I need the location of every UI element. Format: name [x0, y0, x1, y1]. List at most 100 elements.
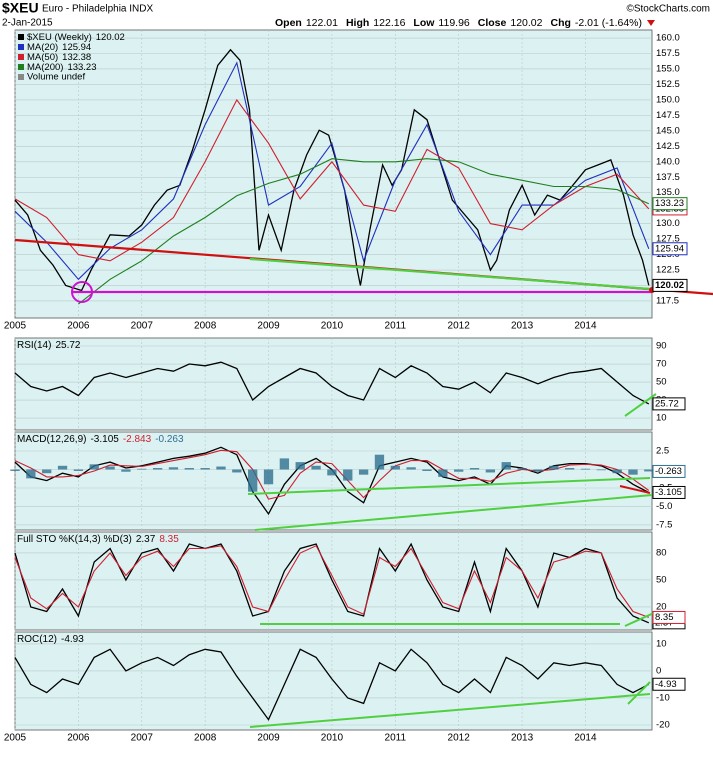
- panel-title-value: 25.72: [55, 340, 80, 351]
- legend-value: 125.94: [62, 42, 91, 53]
- quote: Open 122.01 High 122.16 Low 119.96 Close 120.02…: [275, 17, 642, 29]
- series-line: [14, 98, 650, 262]
- legend-swatch: [18, 44, 24, 50]
- y-tick-label: 145.0: [656, 125, 680, 136]
- series-line: [14, 361, 650, 405]
- quote-label: Chg: [550, 17, 570, 29]
- legend-value: 120.02: [96, 32, 125, 43]
- value-box: [652, 242, 688, 256]
- instrument-name: Euro - Philadelphia INDX: [42, 4, 153, 15]
- y-tick-label: -7.5: [656, 519, 672, 530]
- histogram-bar: [10, 469, 20, 471]
- series-line: [14, 61, 650, 281]
- quote-value: -2.01 (-1.64%): [575, 17, 642, 29]
- histogram-bar: [533, 469, 543, 472]
- histogram-bar: [343, 469, 353, 481]
- panel: [14, 431, 653, 531]
- x-tick-label: 2007: [131, 321, 154, 332]
- series-line: [14, 545, 649, 618]
- value-box: [652, 677, 686, 691]
- value-box-label: 25.72: [655, 398, 679, 409]
- series-line: [14, 648, 650, 721]
- y-tick-label: 122.5: [656, 265, 680, 276]
- y-tick-label: 90: [656, 341, 667, 352]
- legend-entry: MA(50) 132.38: [27, 52, 91, 63]
- panel-title-name: ROC(12): [17, 634, 57, 645]
- legend-swatch: [18, 74, 24, 80]
- green-roc-line-2: [627, 681, 651, 705]
- legend-value: 133.23: [67, 62, 96, 73]
- histogram-bar: [406, 467, 416, 470]
- histogram-bar: [26, 469, 36, 479]
- histogram-bar: [327, 469, 337, 476]
- histogram-bar: [263, 469, 274, 485]
- histogram-bar: [184, 468, 194, 470]
- series-line: [14, 542, 650, 624]
- series-line: [14, 449, 650, 500]
- quote-value: 122.01: [306, 17, 338, 29]
- legend-name: MA(200): [27, 62, 63, 73]
- value-box: [652, 485, 686, 499]
- histogram-bar: [200, 468, 210, 470]
- histogram-bar: [137, 468, 147, 470]
- legend-entry: MA(200) 133.23: [27, 62, 97, 73]
- y-tick-label: 147.5: [656, 110, 680, 121]
- value-box: [652, 610, 686, 624]
- quote-label: Close: [478, 17, 507, 29]
- magenta-circle: [71, 281, 93, 303]
- histogram-bar: [168, 467, 179, 470]
- down-arrow: [647, 20, 655, 26]
- quote-label: Low: [413, 17, 435, 29]
- x-tick-label: 2012: [448, 733, 471, 744]
- x-tick-label: 2013: [511, 321, 534, 332]
- quote-value: 119.96: [438, 17, 469, 29]
- legend-swatch: [18, 64, 24, 70]
- histogram-bar: [216, 466, 226, 470]
- value-box-label: -3.105: [655, 487, 682, 498]
- x-tick-label: 2013: [511, 733, 534, 744]
- y-tick-label: 10: [656, 638, 667, 649]
- panel: [14, 337, 653, 431]
- histogram-bar: [517, 468, 527, 470]
- legend-entry: $XEU (Weekly) 120.02: [27, 32, 125, 43]
- y-tick-label: 20: [656, 601, 667, 612]
- panel-title-value: 2.37: [136, 534, 156, 545]
- x-tick-label: 2008: [194, 321, 217, 332]
- green-rsi-line: [624, 393, 657, 417]
- source: ©StockCharts.com: [626, 4, 710, 15]
- value-box-label: 133.23: [655, 198, 684, 209]
- y-tick-label: 0: [656, 665, 661, 676]
- histogram-bar: [564, 468, 575, 470]
- quote-value: 122.16: [373, 17, 405, 29]
- panel-title-value: -4.93: [61, 634, 84, 645]
- value-box-label: 8.35: [655, 612, 674, 623]
- histogram-bar: [232, 469, 242, 473]
- panel-title-value: 8.35: [159, 534, 179, 545]
- histogram-bar: [279, 458, 290, 470]
- y-tick-label: 160.0: [656, 33, 680, 44]
- histogram-bar: [485, 469, 496, 473]
- histogram-bar: [248, 469, 258, 492]
- histogram-bar: [469, 468, 480, 470]
- symbol: $XEU: [2, 0, 39, 16]
- histogram-bar: [612, 469, 622, 474]
- series-line: [78, 158, 650, 305]
- quote-label: High: [346, 17, 369, 29]
- x-tick-label: 2009: [257, 321, 280, 332]
- green-trendline: [249, 257, 651, 291]
- y-tick-label: 150.0: [656, 94, 680, 105]
- x-tick-label: 2010: [321, 321, 344, 332]
- y-tick-label: 2.5: [656, 446, 669, 457]
- histogram-bar: [549, 465, 559, 470]
- panels: [14, 29, 653, 731]
- red-macd-line: [619, 485, 651, 494]
- histogram-bar: [105, 466, 115, 470]
- histogram-bar: [644, 469, 654, 472]
- quote-value: 120.02: [510, 17, 542, 29]
- y-tick-label: 135.0: [656, 187, 680, 198]
- series-line: [14, 48, 650, 292]
- histogram-bar: [42, 469, 52, 474]
- histogram-bar: [358, 469, 369, 475]
- panel-title-name: RSI(14): [17, 340, 51, 351]
- panel-title: ROC(12) -4.93: [17, 634, 84, 645]
